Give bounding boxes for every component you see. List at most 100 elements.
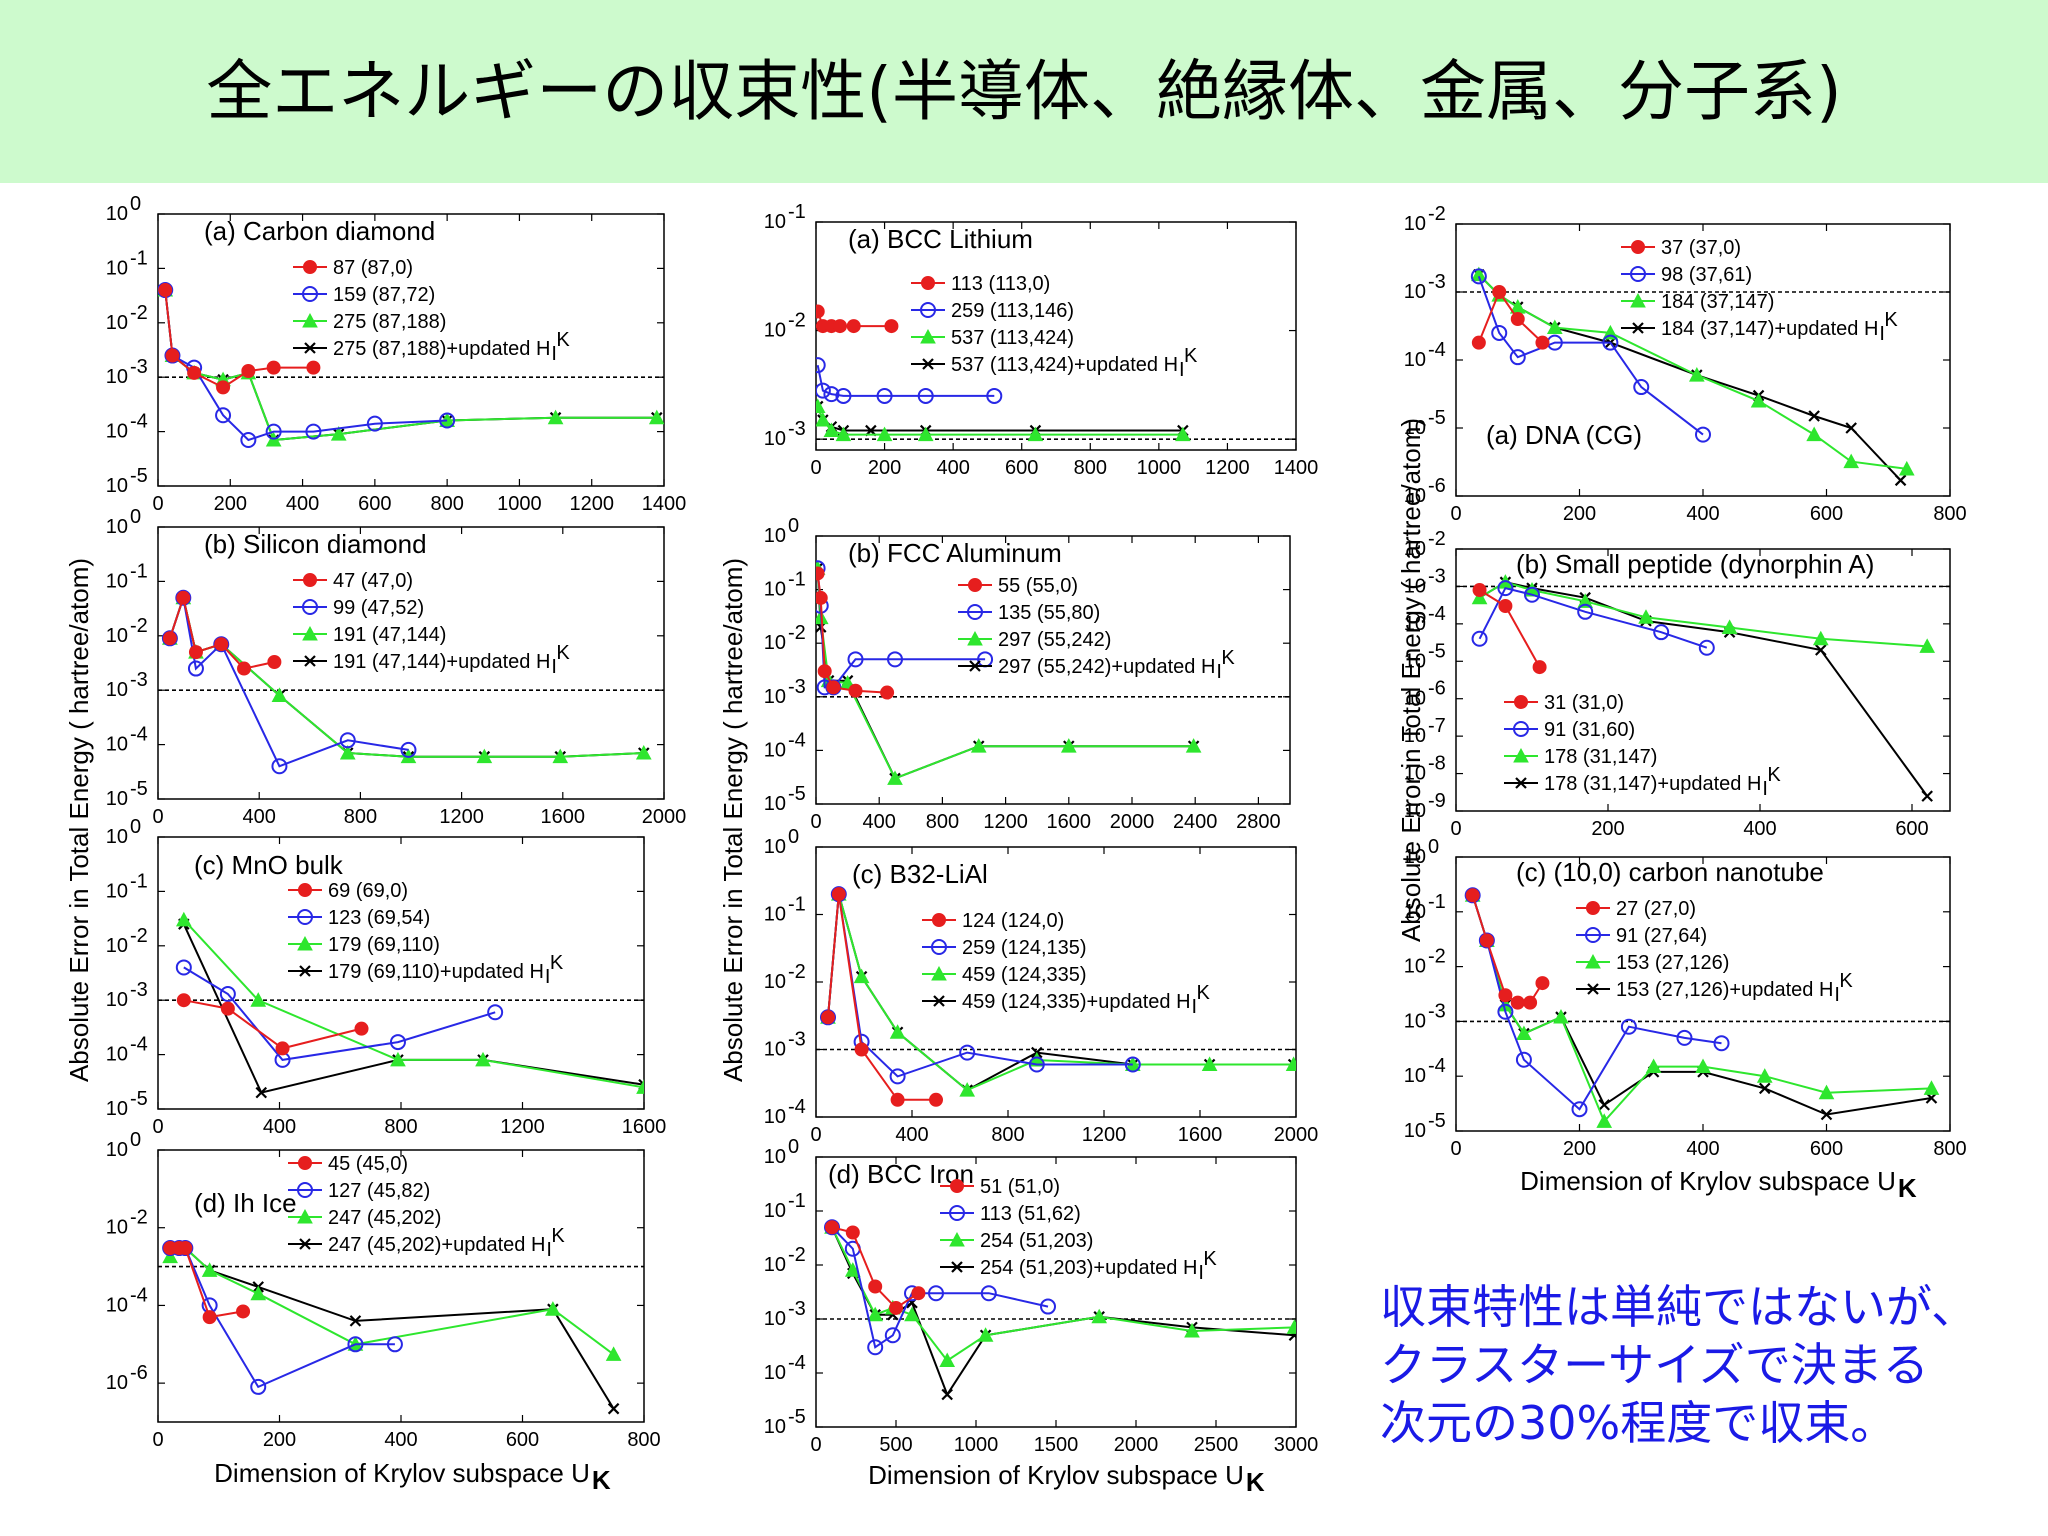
legend-label: 191 (47,144) [333, 624, 446, 646]
legend-label-subscript: I [551, 656, 557, 678]
data-point [1688, 367, 1705, 382]
legend-label: 51 (51,0) [980, 1176, 1060, 1198]
data-point [636, 1079, 644, 1094]
y-tick-exponent: -5 [788, 1406, 806, 1428]
y-tick-exponent: -3 [130, 356, 148, 378]
y-tick-label: 10 [1404, 725, 1426, 747]
data-point [176, 993, 191, 1008]
legend-label-superscript: K [1884, 309, 1898, 331]
data-point [949, 1231, 965, 1247]
data-point [1713, 1035, 1730, 1052]
data-point [1535, 335, 1550, 350]
y-tick-exponent: -7 [1428, 715, 1446, 737]
data-point [215, 407, 232, 424]
chart-panel-c3a: 10 -210 -310 -410 -510 -60 200 400 600 800(a) DNA… [1404, 203, 1967, 525]
data-point [250, 992, 267, 1007]
data-point [1091, 1308, 1108, 1324]
conclusion-note: 収束特性は単純ではないが、 クラスターサイズで決まる 次元の30%程度で収束。 [1380, 1278, 2040, 1452]
data-point [1695, 1058, 1711, 1074]
legend-label: 55 (55,0) [998, 575, 1078, 597]
legend-label-subscript: I [545, 966, 551, 988]
y-tick-label: 10 [106, 570, 128, 592]
data-point [339, 744, 356, 760]
y-tick-label: 10 [106, 257, 128, 279]
x-tick-label: 1000 [497, 493, 542, 515]
data-point [219, 986, 236, 1003]
legend-label: 179 (69,110)+updated H [328, 961, 544, 983]
data-point [968, 578, 982, 592]
data-point [816, 304, 825, 319]
data-point [1815, 644, 1827, 656]
data-point [880, 685, 895, 700]
x-tick-label: 0 [1450, 1138, 1461, 1160]
y-tick-exponent: -5 [130, 465, 148, 487]
data-point [1285, 1056, 1296, 1071]
y-tick-label: 10 [106, 1217, 128, 1239]
y-tick-exponent: -3 [788, 418, 806, 440]
x-axis-title-text: Dimension of Krylov subspace U [868, 1460, 1244, 1490]
data-point [823, 422, 840, 438]
legend-label-superscript: K [556, 642, 570, 664]
data-point [920, 302, 936, 318]
data-point [868, 1279, 883, 1294]
data-point [817, 664, 832, 679]
data-point [1602, 334, 1619, 351]
data-point [1820, 1108, 1833, 1121]
legend-label: 254 (51,203) [980, 1230, 1093, 1252]
y-tick-label: 10 [106, 312, 128, 334]
series-group [175, 911, 644, 1099]
y-tick-label: 10 [764, 836, 786, 858]
y-tick-exponent: -2 [788, 961, 806, 983]
data-point [1553, 1009, 1569, 1024]
data-point [237, 661, 252, 676]
y-tick-exponent: -2 [788, 310, 806, 332]
x-tick-label: 600 [358, 493, 391, 515]
x-tick-label: 200 [214, 493, 247, 515]
data-point [250, 1285, 267, 1301]
data-point [1638, 609, 1654, 624]
series-group [824, 1219, 1296, 1401]
data-point [299, 965, 311, 977]
legend-label-superscript: K [1839, 970, 1853, 992]
data-point [339, 732, 356, 749]
x-tick-label: 200 [1591, 818, 1624, 840]
y-tick-label: 10 [106, 935, 128, 957]
y-tick-label: 10 [764, 739, 786, 761]
data-point [400, 741, 417, 758]
y-tick-label: 10 [106, 475, 128, 497]
series-group [1471, 574, 1936, 802]
x-tick-label: 800 [991, 1124, 1024, 1146]
data-point [970, 738, 987, 753]
data-point [921, 276, 935, 290]
data-point [917, 387, 934, 404]
y-tick-exponent: -3 [130, 669, 148, 691]
data-point [236, 1304, 251, 1319]
legend-label: 113 (113,0) [951, 273, 1050, 295]
y-tick-exponent: -5 [130, 1088, 148, 1110]
title-bar: 全エネルギーの収束性(半導体、絶縁体、金属、分子系) [0, 0, 2048, 183]
panel-label: (d) BCC Iron [828, 1159, 974, 1189]
data-point [823, 386, 840, 403]
y-tick-label: 10 [764, 525, 786, 547]
y-tick-label: 10 [1404, 575, 1426, 597]
series-line-0 [1477, 289, 1544, 344]
y-tick-label: 10 [764, 1416, 786, 1438]
legend-label: 47 (47,0) [333, 570, 413, 592]
x-tick-label: 1000 [954, 1434, 999, 1456]
series-group [816, 560, 1202, 785]
x-tick-label: 800 [926, 811, 959, 833]
data-point [1598, 1099, 1610, 1111]
data-point [366, 415, 383, 432]
page-title: 全エネルギーの収束性(半導体、絶縁体、金属、分子系) [206, 53, 1842, 130]
x-tick-label: 0 [1450, 503, 1461, 525]
data-point [876, 387, 893, 404]
data-point [1653, 624, 1670, 641]
data-point [220, 1001, 235, 1016]
chart-panel-c2d: 10 010 -110 -210 -310 -410 -50 500 1000 1500 2000 2… [764, 1136, 1319, 1456]
y-tick-label: 10 [106, 1294, 128, 1316]
y-tick-exponent: -2 [1428, 528, 1446, 550]
data-point [831, 887, 846, 902]
x-tick-label: 800 [1933, 1138, 1966, 1160]
y-tick-label: 10 [106, 625, 128, 647]
data-point [1492, 285, 1507, 299]
